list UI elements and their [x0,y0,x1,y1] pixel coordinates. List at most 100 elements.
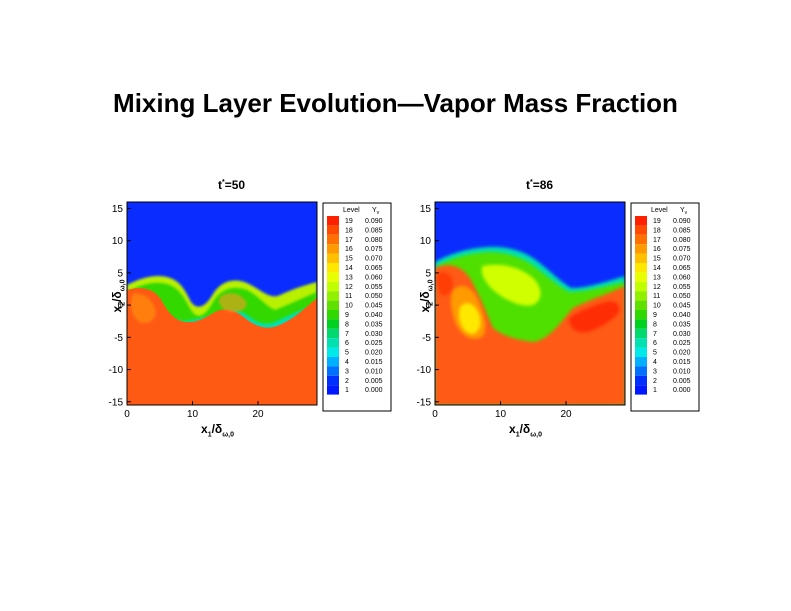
legend-swatch [327,357,339,367]
chart-title: t*=86 [526,178,554,192]
legend-header-level: Level [651,207,668,214]
axis-ticks: 0 10 20 15 10 5 0 -5 -10 -15 [417,204,572,420]
vapor-rich-region [127,288,317,405]
legend-swatch [635,234,647,245]
legend-level: 17 [345,237,353,244]
legend-value: 0.060 [365,274,383,281]
vapor-rich-highlight-2 [218,293,247,312]
legend-level: 10 [653,303,661,310]
legend-level: 13 [345,274,353,281]
legend-value: 0.075 [673,246,691,253]
legend-swatch [635,310,647,320]
legend-swatch [327,234,339,245]
legend-level: 3 [345,368,349,375]
legend-value: 0.070 [673,256,691,263]
legend-level: 7 [653,331,657,338]
legend-value: 0.070 [365,256,383,263]
legend-value: 0.085 [673,227,691,234]
legend-value: 0.030 [365,331,383,338]
mixing-layer-yellow [481,264,541,306]
vapor-rich-left [436,272,453,296]
legend-level: 5 [345,350,349,357]
legend-swatch [327,375,339,386]
legend-swatch [327,216,339,226]
legend-value: 0.025 [365,340,383,347]
axis-ticks: 0 10 20 15 10 5 0 -5 -10 -15 [109,204,264,420]
legend-level: 18 [345,227,353,234]
legend-swatch [327,263,339,273]
x-axis-label: x1/δω,0 [509,422,542,439]
legend-value: 0.020 [365,350,383,357]
legend-value: 0.090 [365,218,383,225]
legend-level: 10 [345,303,353,310]
legend-swatch [327,281,339,292]
x-tick-label: 20 [560,409,572,420]
legend-value: 0.015 [365,359,383,366]
legend-level: 11 [653,293,660,300]
legend-value: 0.020 [673,350,691,357]
y-tick-label: -15 [109,397,124,408]
legend-header-value-sub: v [685,210,688,216]
legend-swatch [635,244,647,254]
legend-swatch [635,291,647,301]
legend-level: 6 [653,340,657,347]
legend-value: 0.010 [365,368,383,375]
legend-value: 0.000 [673,387,691,394]
legend-swatch [635,375,647,386]
y-tick-label: -5 [422,333,431,344]
legend-swatch [635,347,647,357]
y-tick-label: -10 [109,365,124,376]
legend-swatch [635,357,647,367]
legend-swatch [635,319,647,329]
y-tick-label: -15 [417,397,432,408]
x-tick-label: 10 [187,409,199,420]
legend-value: 0.035 [365,321,383,328]
legend-level: 11 [345,293,352,300]
legend-value: 0.025 [673,340,691,347]
plot-frame [434,201,626,406]
legend-swatch [327,328,339,339]
chart-title: t*=50 [218,178,246,192]
legend-swatch [327,291,339,301]
legend-value: 0.050 [673,293,691,300]
x-tick-label: 0 [432,409,438,420]
legend-level: 3 [653,368,657,375]
legend-value: 0.075 [365,246,383,253]
heatmap-field [127,202,317,405]
legend-value: 0.005 [673,378,691,385]
legend-value: 0.090 [673,218,691,225]
legend-value: 0.065 [673,265,691,272]
legend-level: 14 [345,265,353,272]
y-tick-label: 15 [112,204,124,215]
legend-level: 19 [345,218,353,225]
x-tick-label: 20 [252,409,264,420]
legend-value: 0.010 [673,368,691,375]
legend-level: 5 [653,350,657,357]
legend-value: 0.055 [365,284,383,291]
legend-value: 0.045 [365,303,383,310]
legend-level: 2 [345,378,349,385]
legend-level: 16 [345,246,353,253]
legend-swatch [327,253,339,263]
legend-level: 7 [345,331,349,338]
legend-swatch [635,300,647,310]
vapor-rich-region [435,265,625,405]
x-tick-label: 0 [124,409,130,420]
legend-swatch [327,366,339,376]
legend-value: 0.035 [673,321,691,328]
legend-level: 1 [345,387,349,394]
heatmap-field [435,202,625,405]
y-tick-label: -10 [417,365,432,376]
legend-swatch [635,366,647,376]
legend-swatch [635,216,647,226]
legend-header-value: Yv [372,207,380,216]
chart-panel-t86: t*=86 x2/δω,0 x1/δω,0 0 10 20 15 10 5 0 -5 -10 -1… [393,170,723,450]
legend-swatch [327,385,339,395]
legend-level: 12 [345,284,353,291]
legend-swatch [635,338,647,348]
legend-level: 16 [653,246,661,253]
legend-value: 0.060 [673,274,691,281]
